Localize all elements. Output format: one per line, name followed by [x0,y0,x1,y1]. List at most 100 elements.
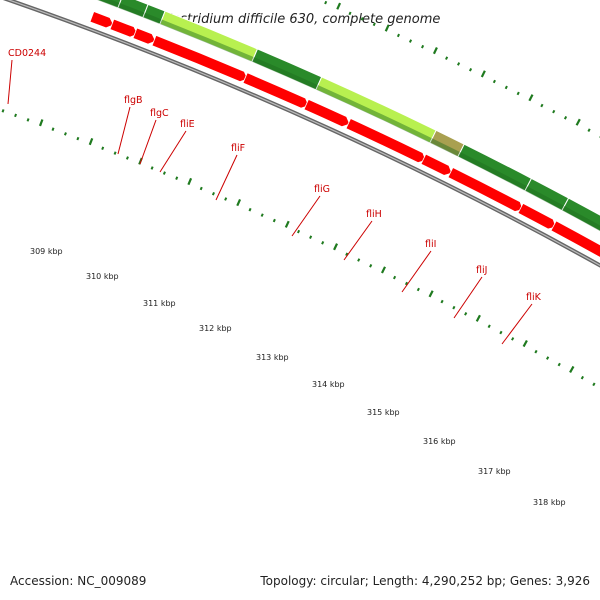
tick-mark [522,339,528,348]
tick-mark [528,94,534,102]
scale-label: 314 kbp [312,380,345,389]
gene-label-flij: fliJ [476,265,487,276]
tick-mark [468,67,473,72]
tick-mark [248,207,252,212]
tick-mark [26,118,30,122]
scale-label: 310 kbp [86,272,119,281]
tick-mark [487,324,491,329]
leader-line [453,276,483,319]
tick-mark [440,299,444,304]
tick-mark [421,44,425,49]
gene-arrow [89,11,115,29]
tick-mark [333,243,339,251]
tick-mark [432,47,438,55]
inner-tick-ring [1,109,596,387]
tick-mark [51,127,55,131]
scale-label: 311 kbp [143,299,176,308]
tick-mark [224,197,228,201]
tick-mark [125,156,129,160]
gene-label-flif: fliF [231,143,245,154]
tick-mark [452,305,456,310]
tick-mark [309,235,313,239]
tick-mark [1,109,5,113]
tick-mark [272,218,276,223]
gene-label-cd0244: CD0244 [8,48,46,59]
tick-mark [14,113,18,118]
tick-mark [511,337,515,341]
tick-mark [324,0,328,5]
gene-label-flii: fliI [425,239,436,250]
genome-backbone [2,0,600,268]
tick-mark [187,177,193,186]
gene-label-flik: fliK [526,292,542,303]
tick-mark [404,281,409,286]
scale-label: 318 kbp [533,498,566,507]
cds-segment-shade [252,57,319,90]
tick-mark [392,275,397,280]
tick-mark [345,252,349,257]
tick-mark [336,2,342,10]
tick-mark [475,314,481,322]
cds-segment-shade [97,0,120,8]
tick-mark [492,79,496,84]
tick-mark [199,186,203,191]
tick-mark [569,365,575,373]
tick-mark [380,266,386,274]
gene-arrow [132,27,157,45]
gene-arrow [517,202,557,230]
leader-line [343,220,373,261]
tick-mark [540,103,544,108]
tick-mark [580,375,584,380]
gene-arrow [550,220,600,258]
leader-line [117,106,131,155]
leader-line [401,250,432,293]
tick-mark [587,128,591,132]
map-title: Clostridium difficile 630, complete geno… [160,12,441,27]
tick-mark [63,132,67,136]
scale-label: 313 kbp [256,353,289,362]
tick-mark [211,191,215,196]
leader-line [7,59,13,105]
tick-mark [480,70,486,78]
tick-mark [150,166,154,170]
tick-mark [113,151,117,155]
tick-mark [284,220,290,228]
scale-label: 309 kbp [30,247,63,256]
tick-mark [516,91,520,96]
scale-label: 317 kbp [478,467,511,476]
scale-label: 315 kbp [367,408,400,417]
tick-mark [38,119,44,127]
tick-mark [175,176,179,180]
tick-mark [369,264,373,268]
scale-label: 312 kbp [199,324,232,333]
tick-mark [384,24,390,32]
cds-segment-shade [143,12,162,25]
cds-segment-shade [316,85,433,143]
tick-mark [357,258,361,262]
scale-labels: 309 kbp 310 kbp 311 kbp 312 kbp 313 kbp 314 k… [30,247,566,507]
tick-mark [321,241,325,245]
gene-track-green [95,0,600,232]
tick-mark [408,39,413,43]
cds-segment-shade [562,206,600,232]
gene-label-leaders [7,59,533,345]
tick-mark [297,229,301,234]
gene-arrow [109,18,139,38]
tick-mark [372,22,376,27]
tick-mark [260,213,264,217]
tick-mark [499,330,503,335]
leader-line [501,303,533,345]
gene-arrow [420,153,453,176]
scale-label: 316 kbp [423,437,456,446]
tick-mark [162,171,166,175]
backbone-highlight [6,0,600,267]
tick-mark [557,362,561,367]
tick-mark [457,62,461,66]
gene-label-flih: fliH [366,209,382,220]
tick-mark [445,56,449,60]
tick-mark [88,137,94,146]
gene-label-flgc: flgC [150,108,169,119]
gene-arrow [303,98,351,128]
tick-mark [76,136,80,141]
leader-line [159,130,187,173]
